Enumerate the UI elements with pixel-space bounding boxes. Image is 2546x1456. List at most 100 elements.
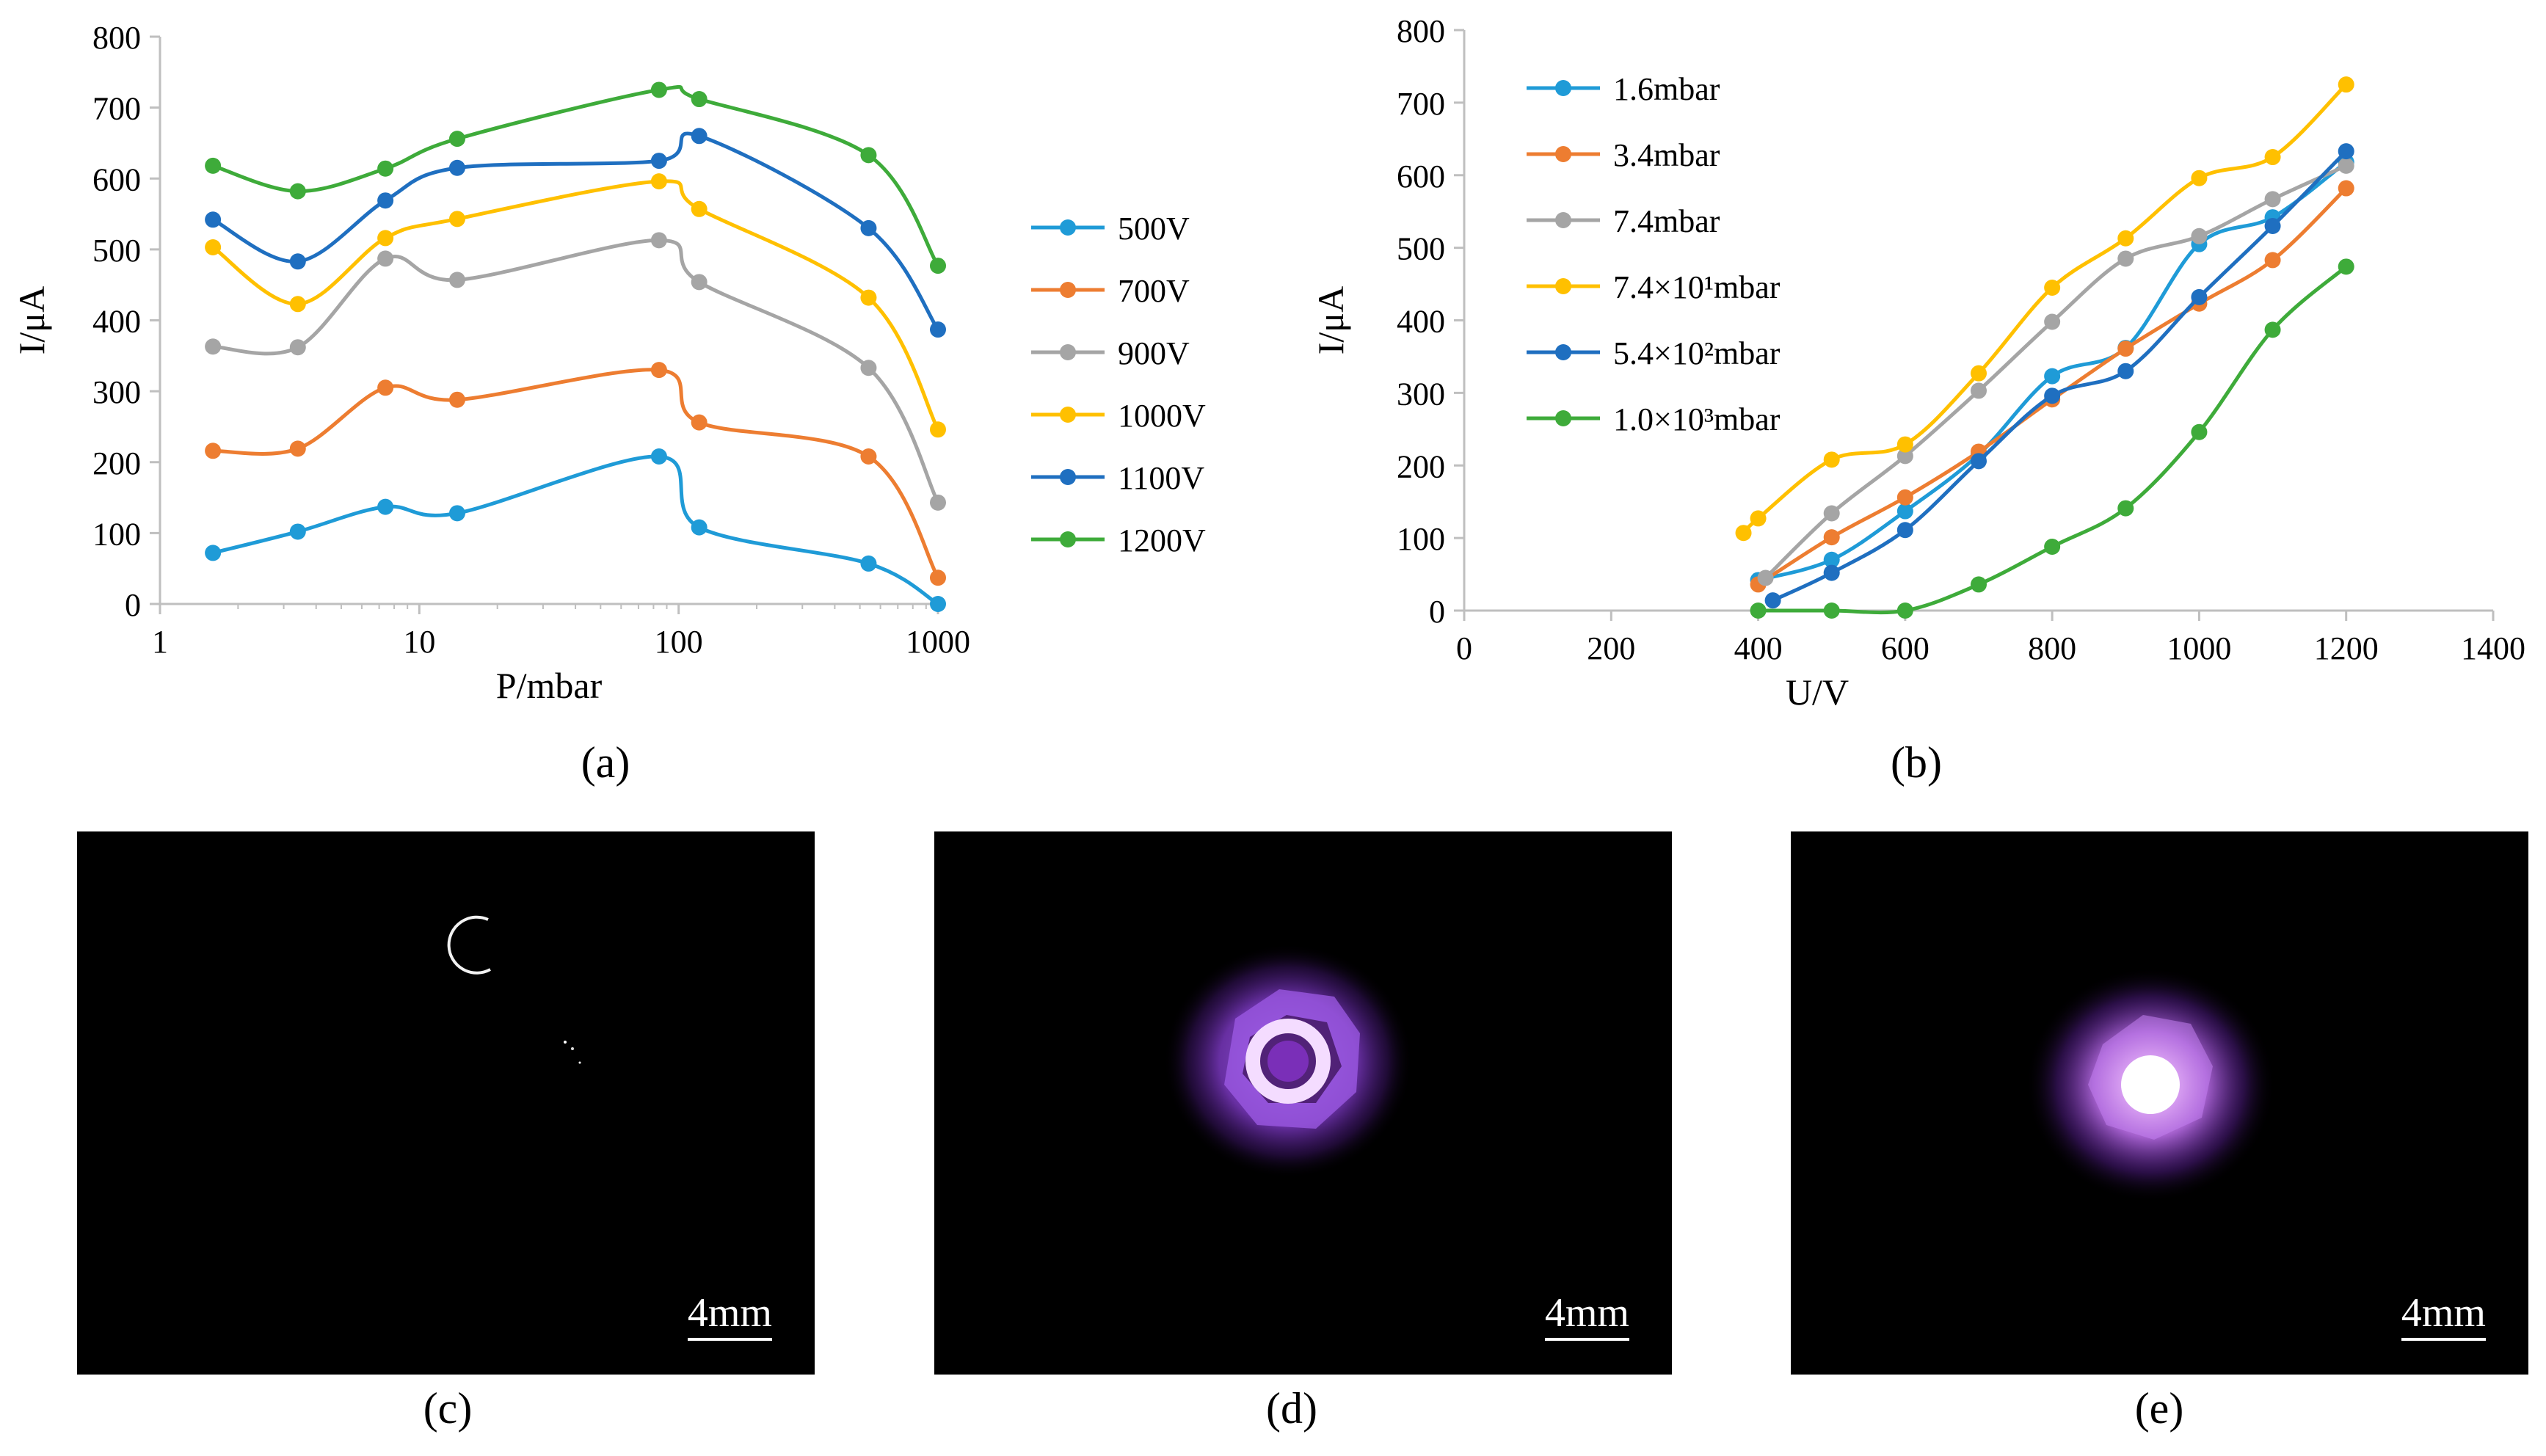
x-axis-label: P/mbar (496, 665, 603, 706)
x-tick-label: 1 (152, 624, 168, 660)
data-point (2191, 288, 2208, 305)
data-point (2338, 143, 2354, 160)
scale-bar-e: 4mm (2401, 1289, 2486, 1341)
data-point (2338, 76, 2354, 93)
data-point (691, 274, 708, 291)
data-point (2264, 191, 2281, 208)
data-point (1971, 365, 1987, 382)
data-point (1823, 529, 1840, 546)
data-point (289, 440, 306, 457)
x-axis-label: U/V (1786, 671, 1849, 713)
scale-bar-d: 4mm (1544, 1289, 1629, 1341)
data-point (691, 128, 708, 145)
y-tick-label: 100 (1397, 521, 1445, 557)
data-point (1750, 510, 1767, 527)
data-point (205, 211, 222, 228)
y-tick-label: 800 (1397, 13, 1445, 49)
data-point (448, 159, 465, 176)
y-tick-label: 200 (1397, 448, 1445, 484)
data-point (1896, 603, 1913, 619)
data-point (860, 289, 877, 306)
series-line (1758, 265, 2348, 615)
data-point (1896, 522, 1913, 539)
caption-e: (e) (2134, 1384, 2184, 1433)
data-point (205, 157, 222, 174)
data-point (1896, 503, 1913, 520)
photo-d: 4mm (934, 831, 1672, 1375)
series-line (212, 84, 940, 267)
legend-marker (1555, 212, 1571, 228)
data-point (289, 253, 306, 270)
data-point (1823, 551, 1840, 568)
data-point (860, 448, 877, 465)
x-tick-label: 10 (403, 624, 435, 660)
data-point (205, 239, 222, 255)
data-point (1896, 436, 1913, 453)
y-tick-label: 400 (1397, 304, 1445, 340)
series-line (212, 238, 940, 503)
caption-d: (d) (1266, 1384, 1317, 1433)
data-point (650, 173, 667, 190)
caption-b: (b) (1891, 738, 1942, 787)
legend-marker (1060, 469, 1076, 485)
legend-marker (1555, 344, 1571, 360)
data-point (289, 183, 306, 200)
data-point (448, 505, 465, 522)
data-point (2191, 170, 2208, 186)
data-point (2264, 321, 2281, 338)
data-point (691, 414, 708, 431)
data-point (289, 296, 306, 313)
data-point (691, 519, 708, 536)
data-point (205, 338, 222, 355)
data-point (2044, 368, 2061, 385)
x-tick-label: 200 (1587, 630, 1635, 666)
y-tick-label: 500 (1397, 231, 1445, 267)
y-tick-label: 700 (1397, 86, 1445, 122)
data-point (860, 219, 877, 236)
data-point (1735, 525, 1752, 542)
series-line (1742, 83, 2348, 534)
data-point (2117, 341, 2134, 357)
legend-label: 500V (1118, 211, 1190, 247)
data-point (1750, 603, 1767, 619)
data-point (650, 81, 667, 98)
data-point (930, 421, 946, 438)
data-point (1823, 505, 1840, 522)
legend-label: 3.4mbar (1613, 137, 1720, 173)
y-tick-label: 300 (1397, 376, 1445, 412)
data-point (2044, 387, 2061, 404)
data-point (1823, 564, 1840, 581)
data-point (377, 230, 394, 247)
data-point (448, 272, 465, 288)
legend-marker (1060, 407, 1076, 423)
x-tick-label: 100 (655, 624, 703, 660)
legend-label: 900V (1118, 335, 1190, 371)
legend-label: 1.6mbar (1613, 71, 1720, 107)
series-line (211, 179, 940, 431)
data-point (2191, 228, 2208, 244)
legend-label: 1000V (1118, 398, 1206, 434)
y-tick-label: 600 (92, 161, 141, 197)
data-point (860, 147, 877, 164)
legend-label: 1100V (1118, 460, 1204, 496)
data-point (448, 211, 465, 228)
legend-marker (1060, 219, 1076, 236)
caption-c: (c) (423, 1384, 473, 1433)
legend-label: 1200V (1118, 523, 1206, 558)
data-point (691, 91, 708, 108)
photo-e: 4mm (1791, 831, 2528, 1375)
legend-marker (1555, 278, 1571, 294)
x-tick-label: 0 (1456, 630, 1472, 666)
data-point (691, 200, 708, 217)
thin-ring-icon (447, 915, 581, 1064)
data-point (1896, 448, 1913, 465)
data-point (1764, 592, 1781, 609)
chart-b: 0 100 200 300 400 500 600 700 800 0 200 400 600 800 10… (1310, 13, 2525, 713)
data-point (1757, 569, 1774, 586)
y-tick-label: 300 (92, 374, 141, 410)
y-tick-label: 800 (92, 20, 141, 56)
data-point (2117, 230, 2134, 247)
scale-label: 4mm (1544, 1290, 1629, 1336)
y-tick-label: 700 (92, 91, 141, 127)
photo-c: 4mm (77, 831, 815, 1375)
